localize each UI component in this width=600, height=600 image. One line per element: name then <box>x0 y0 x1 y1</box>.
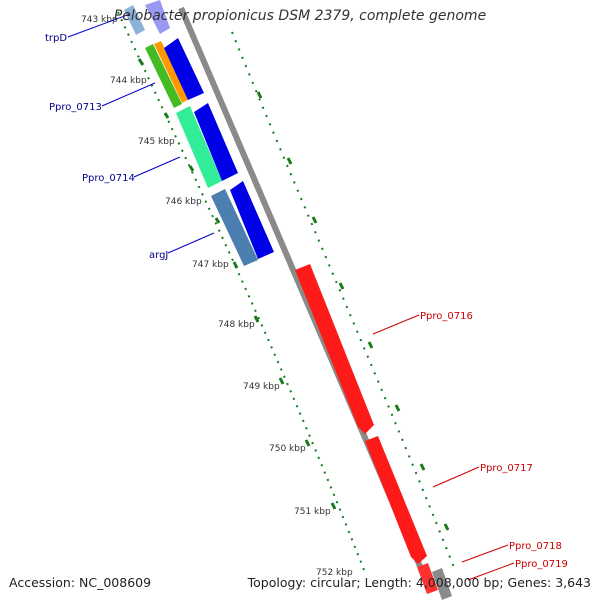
outer-dotted-ring <box>231 31 456 571</box>
tick-label: 748 kbp <box>218 320 255 330</box>
gene-labels: trpD Ppro_0713 Ppro_0714 argJ Ppro_0716 … <box>45 33 568 570</box>
tick-label: 750 kbp <box>269 444 306 454</box>
cog-segment-light-blue <box>124 5 145 35</box>
gene-label-ppro-0718[interactable]: Ppro_0718 <box>509 541 562 552</box>
cog-segment-green <box>145 44 182 108</box>
gene-leader-lines <box>67 13 515 581</box>
tick-labels: 743 kbp 744 kbp 745 kbp 746 kbp 747 kbp … <box>81 15 353 578</box>
leader-ppro-0716 <box>372 314 420 335</box>
tick-label: 744 kbp <box>110 76 147 86</box>
tick-label: 752 kbp <box>316 568 353 578</box>
outer-ring-ticks <box>256 91 450 531</box>
tick-label: 746 kbp <box>165 197 202 207</box>
gene-label-argJ[interactable]: argJ <box>149 250 168 261</box>
gene-label-trpD[interactable]: trpD <box>45 33 67 44</box>
leader-ppro-0714 <box>133 156 181 178</box>
leader-trpD <box>67 13 131 38</box>
tick-label: 747 kbp <box>192 260 229 270</box>
map-title: Pelobacter propionicus DSM 2379, complet… <box>113 8 487 24</box>
cog-segment-teal <box>176 106 222 188</box>
tick-label: 749 kbp <box>243 382 280 392</box>
accession-text: Accession: NC_008609 <box>9 575 152 590</box>
gene-arrow-ppro-0716 <box>295 264 374 434</box>
forward-strand-genes <box>295 264 438 594</box>
gene-label-ppro-0717[interactable]: Ppro_0717 <box>480 463 533 474</box>
cog-segment-steel <box>211 189 258 266</box>
gene-label-ppro-0714[interactable]: Ppro_0714 <box>82 173 135 184</box>
gene-arrow-ppro-0713 <box>164 38 204 100</box>
inner-ring-ticks <box>137 58 337 510</box>
cog-segment-orange <box>154 41 189 103</box>
genome-summary-text: Topology: circular; Length: 4,008,000 bp… <box>247 575 591 590</box>
gene-arrow-ppro-0714 <box>194 103 238 181</box>
tick-label: 751 kbp <box>294 507 331 517</box>
gene-arrow-ppro-0718 <box>417 563 438 594</box>
gene-label-ppro-0716[interactable]: Ppro_0716 <box>420 311 473 322</box>
leader-ppro-0719 <box>467 562 515 581</box>
leader-argJ <box>167 232 215 254</box>
backbone-end-segment <box>432 568 452 600</box>
gene-label-ppro-0719[interactable]: Ppro_0719 <box>515 559 568 570</box>
leader-ppro-0717 <box>432 466 480 488</box>
inner-dotted-ring <box>117 11 367 576</box>
tick-label: 743 kbp <box>81 15 118 25</box>
leader-ppro-0718 <box>461 544 509 563</box>
tick-label: 745 kbp <box>138 137 175 147</box>
gene-arrow-ppro-0717 <box>365 436 427 564</box>
gene-label-ppro-0713[interactable]: Ppro_0713 <box>49 102 102 113</box>
reverse-strand-genes <box>145 0 274 259</box>
gene-arrow-argJ <box>230 181 274 259</box>
cog-track <box>124 5 258 266</box>
leader-ppro-0713 <box>101 82 156 107</box>
gene-arrow-trpD <box>145 0 170 34</box>
